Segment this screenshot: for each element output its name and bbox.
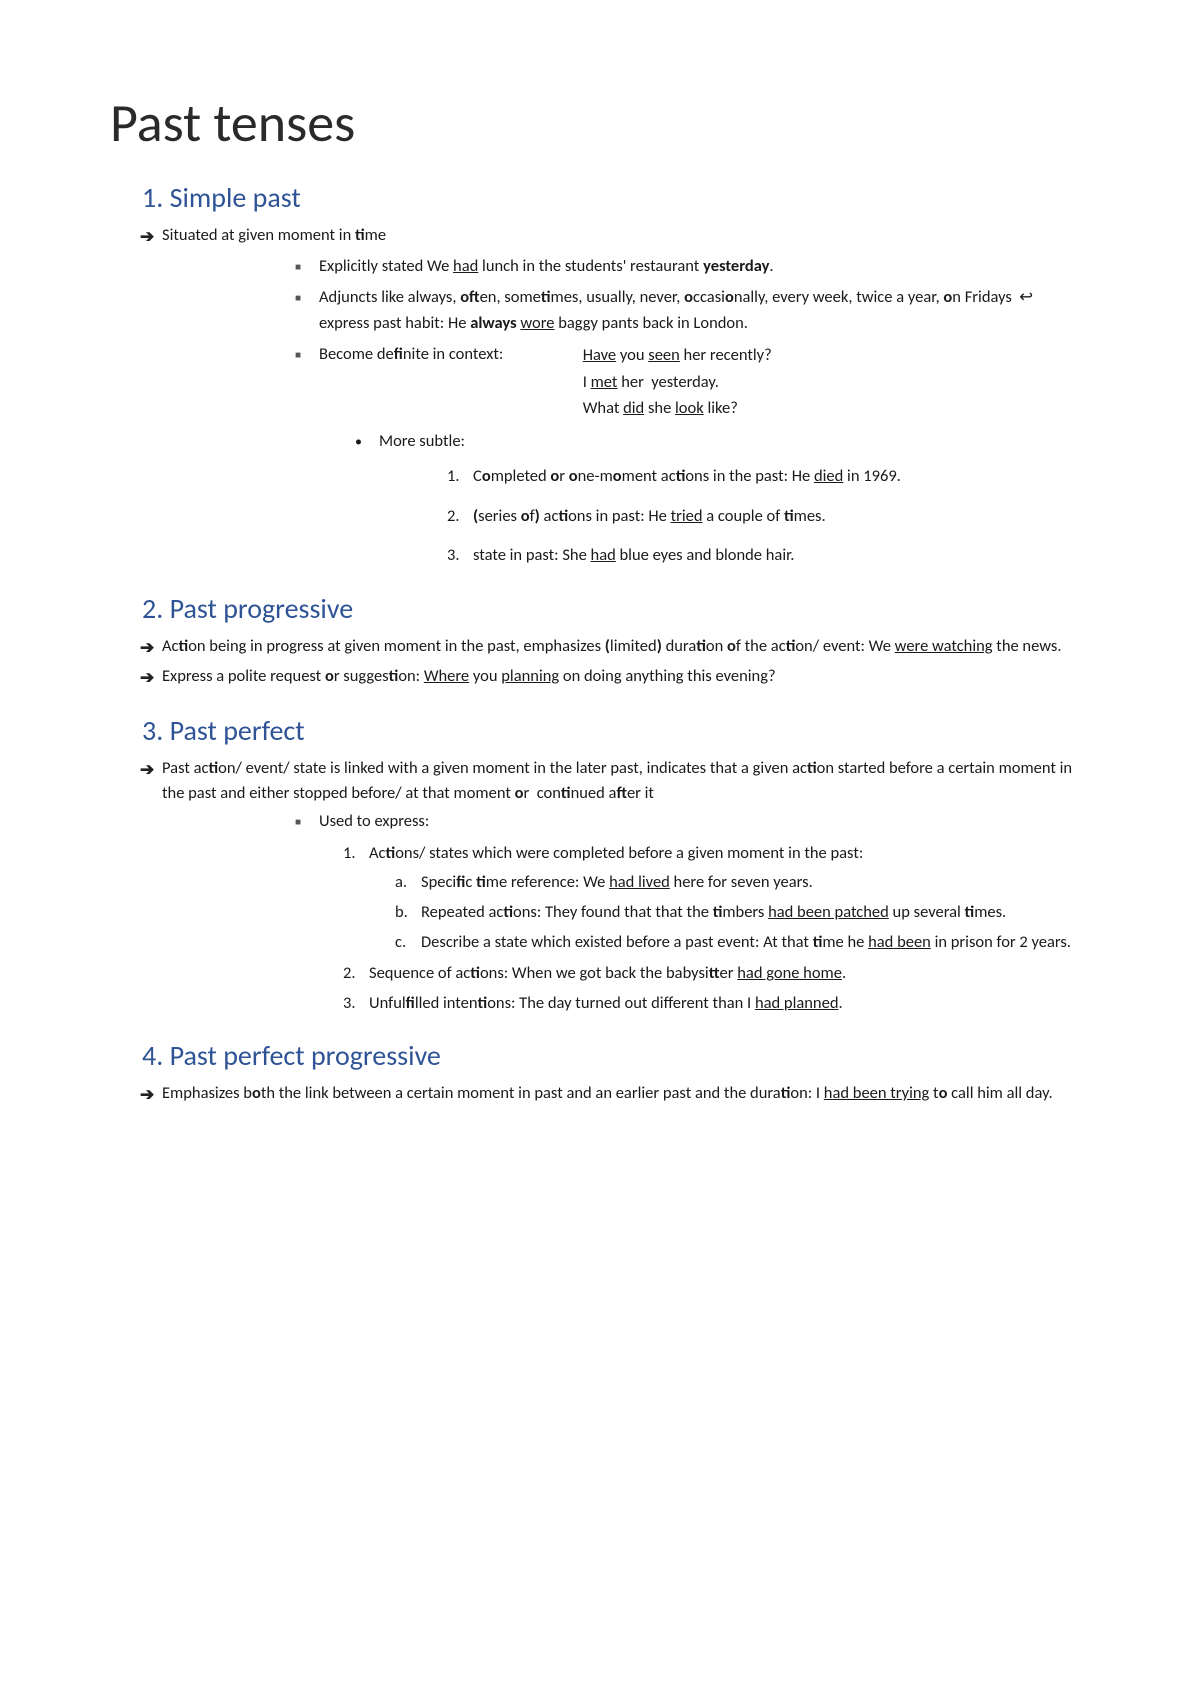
list-text: Sequence of actions: When we got back th… (369, 961, 1090, 987)
arrow-text: Express a polite request or suggestion: … (162, 664, 1090, 689)
arrow-item: ➔ Action being in progress at given mome… (140, 634, 1090, 661)
list-text: Adjuncts like always, often, sometimes, … (319, 285, 1090, 336)
list-text: Unfulfilled intentions: The day turned o… (369, 991, 1090, 1017)
lettered-list: a. Specific time reference: We had lived… (395, 870, 1090, 955)
arrow-text: Situated at given moment in time (162, 223, 1090, 248)
example-line: Have you seen her recently? (583, 342, 772, 368)
numbered-list: 1. Completed or one-moment actions in th… (447, 464, 1090, 569)
square-bullet-icon: ■ (295, 290, 319, 306)
disc-bullet-icon: • (355, 431, 379, 452)
arrow-item: ➔ Situated at given moment in time (140, 223, 1090, 250)
letter-label: c. (395, 930, 421, 956)
number-label: 1. (447, 464, 473, 490)
list-item: c. Describe a state which existed before… (395, 930, 1090, 956)
arrow-text: Action being in progress at given moment… (162, 634, 1090, 659)
arrow-icon: ➔ (140, 1082, 162, 1108)
arrow-icon: ➔ (140, 224, 162, 250)
heading-past-progressive: 2. Past progressive (142, 591, 1090, 626)
heading-past-perfect: 3. Past perfect (142, 713, 1090, 748)
list-text: Repeated actions: They found that that t… (421, 900, 1090, 926)
heading-past-perfect-progressive: 4. Past perfect progressive (142, 1038, 1090, 1073)
square-bullet-icon: ■ (295, 814, 319, 830)
letter-label: a. (395, 870, 421, 896)
list-text: Actions/ states which were completed bef… (369, 841, 1090, 867)
example-line: What did she look like? (583, 395, 772, 421)
context-examples: Have you seen her recently? I met her ye… (583, 342, 772, 421)
number-label: 3. (343, 991, 369, 1017)
square-list: ■ Used to express: 1. Actions/ states wh… (295, 809, 1090, 1016)
list-text: (series of) actions in past: He tried a … (473, 504, 1090, 530)
list-item: ■ Become definite in context: Have you s… (295, 342, 1090, 421)
heading-simple-past: 1. Simple past (142, 180, 1090, 215)
arrow-icon: ➔ (140, 635, 162, 661)
list-text: Become definite in context: Have you see… (319, 342, 1090, 421)
list-text: Explicitly stated We had lunch in the st… (319, 254, 1090, 280)
example-line: I met her yesterday. (583, 369, 772, 395)
arrow-icon: ➔ (140, 757, 162, 783)
arrow-item: ➔ Express a polite request or suggestion… (140, 664, 1090, 691)
context-label: Become definite in context: (319, 342, 579, 368)
number-label: 3. (447, 543, 473, 569)
square-list: ■ Explicitly stated We had lunch in the … (295, 254, 1090, 569)
list-text: Describe a state which existed before a … (421, 930, 1090, 956)
arrow-text: Emphasizes both the link between a certa… (162, 1081, 1090, 1106)
arrow-item: ➔ Emphasizes both the link between a cer… (140, 1081, 1090, 1108)
list-item: b. Repeated actions: They found that tha… (395, 900, 1090, 926)
disc-list: • More subtle: 1. Completed or one-momen… (355, 429, 1090, 568)
square-bullet-icon: ■ (295, 347, 319, 363)
arrow-item: ➔ Past action/ event/ state is linked wi… (140, 756, 1090, 806)
square-bullet-icon: ■ (295, 259, 319, 275)
number-label: 1. (343, 841, 369, 867)
list-item: ■ Used to express: (295, 809, 1090, 835)
number-label: 2. (343, 961, 369, 987)
list-item: a. Specific time reference: We had lived… (395, 870, 1090, 896)
arrow-text: Past action/ event/ state is linked with… (162, 756, 1090, 806)
list-item: • More subtle: (355, 429, 1090, 454)
letter-label: b. (395, 900, 421, 926)
list-item: 1. Completed or one-moment actions in th… (447, 464, 1090, 490)
list-item: 2. Sequence of actions: When we got back… (343, 961, 1090, 987)
list-text: Specific time reference: We had lived he… (421, 870, 1090, 896)
document-page: Past tenses 1. Simple past ➔ Situated at… (0, 0, 1200, 1312)
list-text: Completed or one-moment actions in the p… (473, 464, 1090, 490)
list-item: 2. (series of) actions in past: He tried… (447, 504, 1090, 530)
page-title: Past tenses (110, 90, 1090, 156)
list-text: More subtle: (379, 429, 465, 454)
list-text: state in past: She had blue eyes and blo… (473, 543, 1090, 569)
list-item: ■ Explicitly stated We had lunch in the … (295, 254, 1090, 280)
numbered-list: 1. Actions/ states which were completed … (343, 841, 1090, 1016)
arrow-icon: ➔ (140, 665, 162, 691)
list-item: ■ Adjuncts like always, often, sometimes… (295, 285, 1090, 336)
list-item: 3. Unfulfilled intentions: The day turne… (343, 991, 1090, 1017)
list-item: 3. state in past: She had blue eyes and … (447, 543, 1090, 569)
list-item: 1. Actions/ states which were completed … (343, 841, 1090, 867)
list-text: Used to express: (319, 809, 1090, 835)
number-label: 2. (447, 504, 473, 530)
